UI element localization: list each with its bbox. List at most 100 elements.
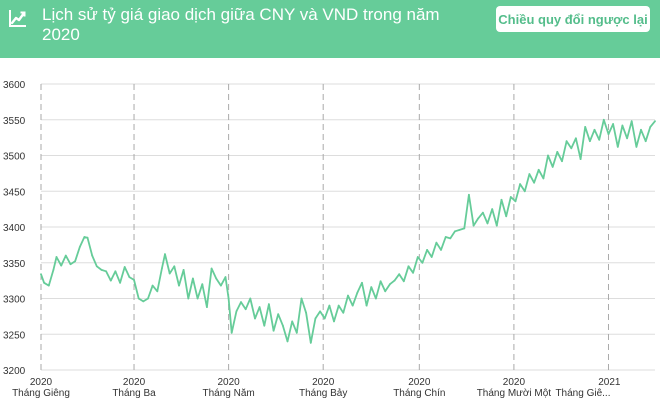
- data-point: [379, 280, 382, 283]
- data-point: [277, 313, 280, 316]
- data-point: [74, 260, 76, 263]
- data-point: [196, 297, 199, 300]
- data-point: [60, 264, 63, 267]
- data-point: [43, 281, 45, 284]
- data-point: [100, 269, 103, 271]
- data-point: [78, 246, 81, 248]
- chart-axes: 3200 3250 3300 3350 3400 3450 3500 3550 3600 2020…: [3, 80, 621, 399]
- data-point: [173, 265, 176, 268]
- y-tick-label: 3350: [3, 259, 26, 270]
- data-point: [123, 266, 126, 268]
- data-point: [579, 158, 582, 160]
- data-point: [607, 133, 610, 135]
- data-point: [440, 249, 442, 251]
- y-tick-label: 3400: [3, 223, 26, 234]
- data-point: [168, 272, 171, 275]
- data-point: [268, 303, 270, 306]
- data-point: [556, 151, 559, 153]
- data-point: [109, 279, 112, 282]
- data-point: [128, 276, 131, 278]
- data-point: [347, 294, 349, 297]
- data-point: [147, 297, 149, 300]
- chart-series: [40, 118, 656, 344]
- data-point: [421, 261, 424, 264]
- data-point: [182, 269, 185, 271]
- data-point: [430, 256, 433, 258]
- data-point: [389, 283, 391, 286]
- data-point: [426, 249, 428, 251]
- data-point: [52, 269, 55, 271]
- x-tick-month: Tháng Mười Một: [477, 388, 552, 399]
- data-point: [142, 300, 145, 303]
- data-point: [210, 267, 213, 270]
- data-point: [486, 222, 489, 225]
- data-point: [407, 265, 410, 268]
- data-point: [137, 297, 140, 300]
- data-point: [230, 331, 233, 334]
- x-tick-year: 2020: [312, 377, 335, 388]
- y-tick-label: 3200: [3, 366, 26, 377]
- data-point: [254, 317, 256, 320]
- x-tick-year: 2020: [217, 377, 240, 388]
- data-point: [86, 236, 89, 239]
- chart-grid: [40, 83, 655, 371]
- line-chart-icon: [9, 10, 26, 27]
- data-point: [570, 147, 573, 150]
- data-point: [472, 224, 475, 227]
- data-point: [40, 273, 42, 276]
- data-point: [533, 181, 535, 184]
- data-point: [528, 173, 531, 175]
- data-point: [351, 304, 354, 307]
- data-point: [449, 237, 452, 240]
- data-point: [119, 281, 121, 284]
- data-point: [626, 137, 628, 140]
- data-point: [215, 277, 218, 280]
- data-point: [616, 146, 619, 148]
- data-point: [235, 310, 238, 313]
- data-point: [547, 154, 549, 157]
- data-point: [161, 267, 163, 270]
- reverse-conversion-button[interactable]: Chiều quy đổi ngược lại: [496, 6, 650, 32]
- data-point: [621, 124, 624, 127]
- y-tick-label: 3500: [3, 152, 26, 163]
- data-point: [342, 311, 345, 314]
- data-point: [187, 297, 190, 300]
- data-point: [412, 271, 414, 274]
- x-tick-month: Tháng Bảy: [299, 388, 347, 399]
- data-point: [402, 280, 405, 283]
- data-point: [370, 286, 373, 288]
- data-point: [454, 230, 456, 233]
- data-point: [244, 308, 247, 311]
- y-tick-label: 3550: [3, 116, 26, 127]
- x-tick-month: Tháng Giê...: [555, 388, 610, 399]
- data-point: [514, 200, 517, 203]
- data-point: [69, 263, 72, 266]
- data-point: [91, 254, 94, 257]
- data-point: [361, 281, 363, 284]
- data-point: [435, 241, 438, 244]
- data-point: [477, 217, 480, 220]
- data-point: [83, 236, 86, 238]
- data-point: [323, 317, 326, 320]
- data-point: [300, 297, 303, 300]
- data-point: [509, 196, 512, 198]
- data-point: [561, 160, 563, 163]
- data-point: [282, 324, 284, 327]
- data-point: [523, 190, 526, 193]
- data-point: [519, 183, 521, 185]
- data-point: [551, 166, 554, 168]
- x-tick-month: Tháng Năm: [202, 388, 254, 399]
- data-point: [114, 270, 117, 273]
- data-point: [398, 273, 401, 276]
- data-point: [258, 306, 261, 308]
- data-point: [644, 140, 647, 143]
- data-point: [295, 331, 298, 334]
- x-tick-month: Tháng Ba: [112, 388, 156, 399]
- data-point: [505, 215, 508, 218]
- data-point: [133, 279, 135, 281]
- data-point: [328, 304, 331, 307]
- data-point: [584, 126, 587, 128]
- data-point: [105, 270, 107, 273]
- y-tick-label: 3250: [3, 330, 26, 341]
- data-point: [612, 123, 614, 125]
